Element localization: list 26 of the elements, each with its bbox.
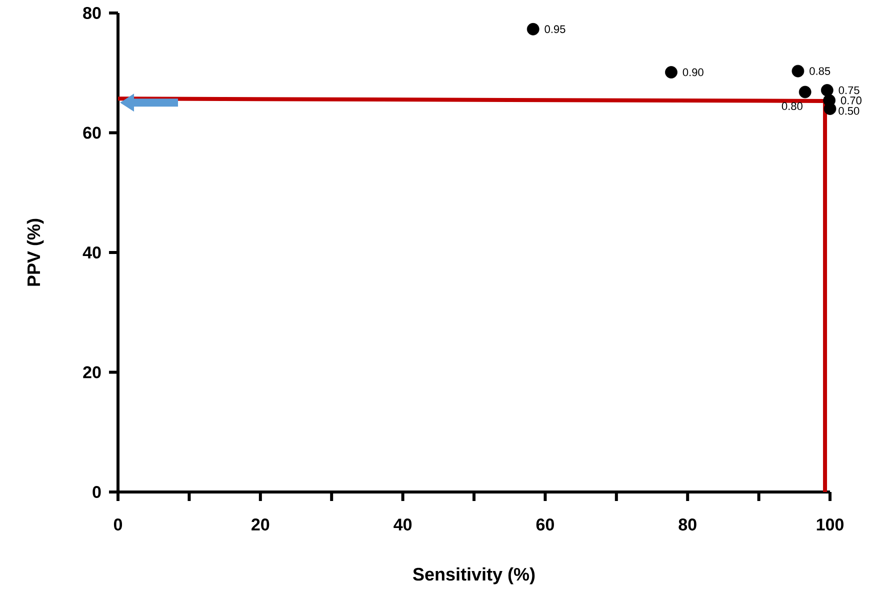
point: [665, 66, 678, 78]
annotation: 0.85: [810, 67, 830, 75]
x-axis-title: Sensitivity (%): [413, 567, 535, 584]
annotation: 0.90: [682, 68, 704, 76]
x-tick-label: 20: [252, 518, 270, 531]
x-tick-label: 80: [678, 518, 696, 531]
annotation: 0.75: [838, 86, 860, 94]
annotation: 0.95: [544, 25, 566, 34]
point: [526, 22, 540, 36]
y-axis-title: PPV (%): [26, 218, 44, 286]
point: [820, 84, 834, 96]
y-tick-label: 40: [82, 246, 101, 259]
x-tick-label: 100: [816, 518, 844, 531]
annotation: 0.50: [838, 107, 860, 115]
y-tick-label: 80: [83, 6, 101, 20]
point: [792, 64, 804, 78]
x-tick-label: 40: [394, 518, 412, 531]
x-tick-label: 60: [536, 518, 554, 531]
y-tick-label: 60: [83, 126, 101, 139]
y-tick-label: 20: [83, 366, 101, 378]
point: [824, 102, 836, 115]
y-tick-label: 0: [92, 486, 101, 498]
point: [798, 86, 812, 98]
annotation: 0.80: [782, 102, 802, 110]
annotation: 0.70: [840, 96, 862, 104]
x-tick-label: 0: [114, 518, 122, 531]
